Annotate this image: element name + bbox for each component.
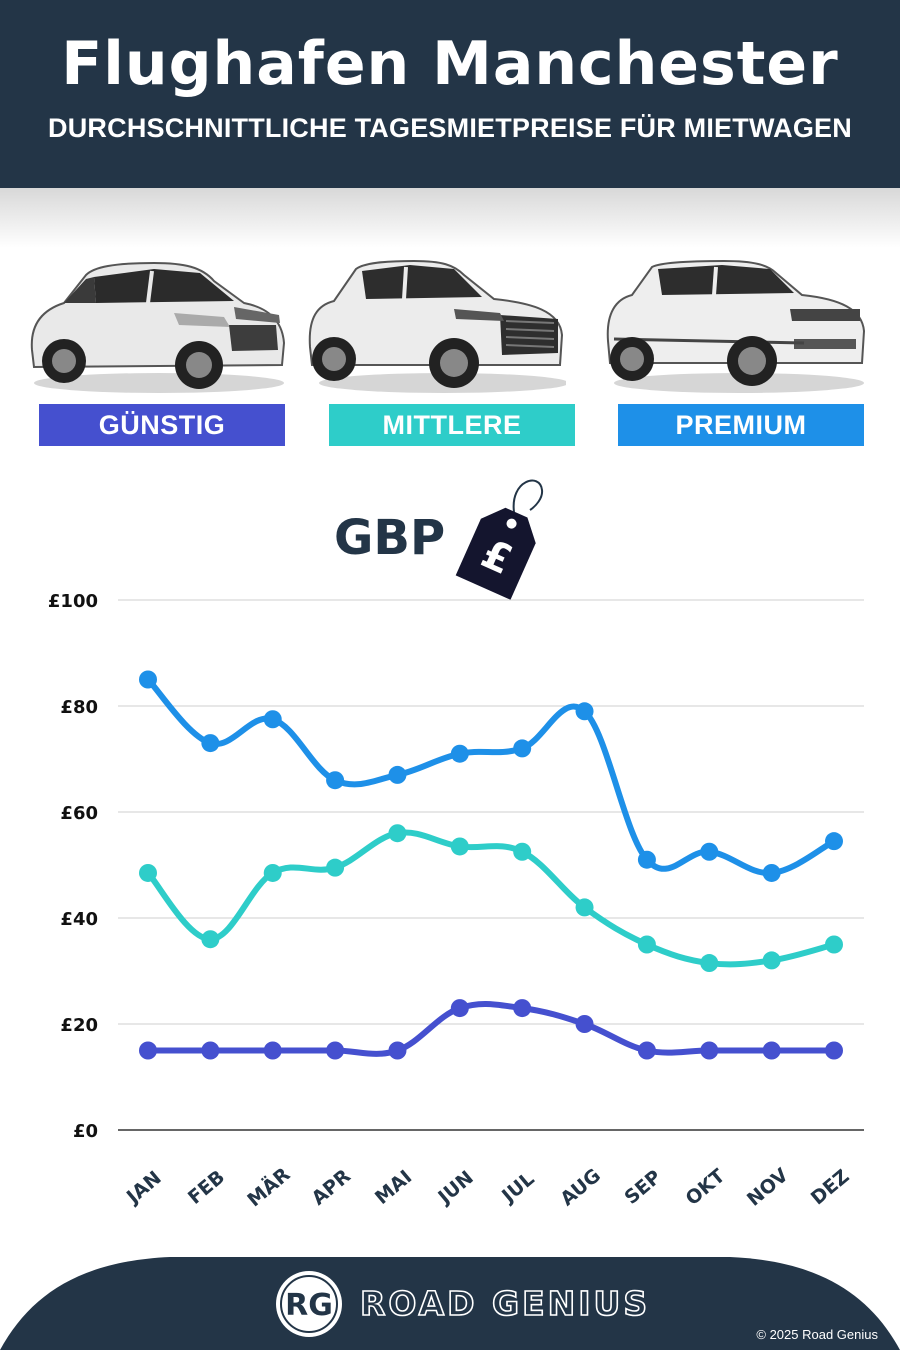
header-banner: Flughafen Manchester DURCHSCHNITTLICHE T… bbox=[0, 0, 900, 188]
copyright-text: © 2025 Road Genius bbox=[756, 1327, 878, 1342]
data-point-premium bbox=[825, 832, 843, 851]
x-tick-label: FEB bbox=[184, 1166, 229, 1209]
data-point-g-nstig bbox=[263, 1041, 282, 1060]
data-point-premium bbox=[388, 765, 407, 784]
category-label-guenstig: GÜNSTIG bbox=[39, 404, 285, 446]
data-point-g-nstig bbox=[139, 1041, 157, 1060]
data-point-mittlere bbox=[700, 954, 719, 973]
brand-name: ROAD GENIUS bbox=[359, 1283, 651, 1324]
data-point-g-nstig bbox=[201, 1041, 220, 1060]
road-genius-logo-icon: RG bbox=[276, 1271, 342, 1337]
series-line-g-nstig bbox=[145, 1001, 837, 1057]
series-line-mittlere bbox=[145, 829, 837, 968]
data-point-g-nstig bbox=[575, 1015, 594, 1033]
data-point-g-nstig bbox=[513, 999, 532, 1018]
data-point-premium bbox=[762, 863, 781, 882]
x-tick-label: NOV bbox=[743, 1164, 793, 1211]
y-tick-label: £0 bbox=[73, 1121, 98, 1142]
data-point-mittlere bbox=[513, 842, 532, 861]
data-point-mittlere bbox=[139, 863, 157, 882]
header-shadow bbox=[0, 188, 900, 248]
data-point-premium bbox=[513, 739, 532, 758]
pound-price-tag-icon: £ bbox=[455, 479, 544, 600]
data-point-premium bbox=[575, 702, 594, 721]
data-point-g-nstig bbox=[700, 1041, 719, 1060]
data-point-g-nstig bbox=[762, 1041, 781, 1060]
data-point-mittlere bbox=[825, 935, 843, 954]
luxury-suv-image bbox=[606, 259, 866, 393]
page-title: Flughafen Manchester bbox=[61, 29, 839, 99]
y-tick-label: £20 bbox=[60, 1015, 98, 1036]
data-point-mittlere bbox=[637, 935, 656, 954]
data-point-mittlere bbox=[575, 898, 594, 917]
x-tick-label: MAI bbox=[371, 1166, 416, 1209]
data-point-premium bbox=[700, 842, 719, 861]
data-point-premium bbox=[637, 850, 656, 869]
data-point-mittlere bbox=[388, 824, 407, 843]
currency-label: GBP bbox=[334, 510, 446, 566]
data-point-premium bbox=[263, 710, 282, 729]
x-tick-label: MÄR bbox=[242, 1162, 295, 1212]
price-line-chart: £0 £20 £40 £60 £80 £100 JAN FEB MÄR APR MAI JUN JUL A… bbox=[48, 591, 864, 1212]
data-point-mittlere bbox=[450, 837, 469, 856]
data-point-mittlere bbox=[201, 930, 220, 949]
x-tick-label: JAN bbox=[121, 1167, 166, 1209]
logo-monogram: RG bbox=[285, 1288, 333, 1323]
x-tick-label: JUL bbox=[496, 1168, 538, 1208]
data-point-premium bbox=[326, 771, 345, 790]
data-point-g-nstig bbox=[388, 1041, 407, 1060]
page-subtitle: DURCHSCHNITTLICHE TAGESMIETPREISE FÜR MI… bbox=[48, 113, 852, 143]
data-point-mittlere bbox=[326, 858, 345, 877]
data-point-g-nstig bbox=[450, 999, 469, 1018]
data-point-mittlere bbox=[762, 951, 781, 970]
data-point-premium bbox=[201, 734, 220, 753]
data-point-g-nstig bbox=[326, 1041, 345, 1060]
data-point-premium bbox=[139, 670, 157, 689]
x-tick-label: DEZ bbox=[807, 1165, 854, 1209]
x-tick-label: OKT bbox=[682, 1165, 730, 1210]
x-tick-label: JUN bbox=[433, 1167, 478, 1210]
y-tick-label: £40 bbox=[60, 909, 98, 930]
x-tick-label: APR bbox=[308, 1165, 356, 1210]
y-tick-label: £60 bbox=[60, 803, 98, 824]
data-point-mittlere bbox=[263, 863, 282, 882]
y-tick-label: £80 bbox=[60, 697, 98, 718]
x-tick-label: SEP bbox=[620, 1166, 665, 1209]
midsize-suv-image bbox=[308, 259, 566, 393]
x-tick-label: AUG bbox=[556, 1164, 605, 1210]
data-point-premium bbox=[450, 744, 469, 763]
data-point-g-nstig bbox=[637, 1041, 656, 1060]
data-point-g-nstig bbox=[825, 1041, 843, 1060]
y-tick-label: £100 bbox=[48, 591, 98, 612]
compact-hatchback-image bbox=[30, 261, 286, 393]
category-label-mittlere: MITTLERE bbox=[329, 404, 575, 446]
footer-banner bbox=[0, 1257, 900, 1350]
category-label-premium: PREMIUM bbox=[618, 404, 864, 446]
